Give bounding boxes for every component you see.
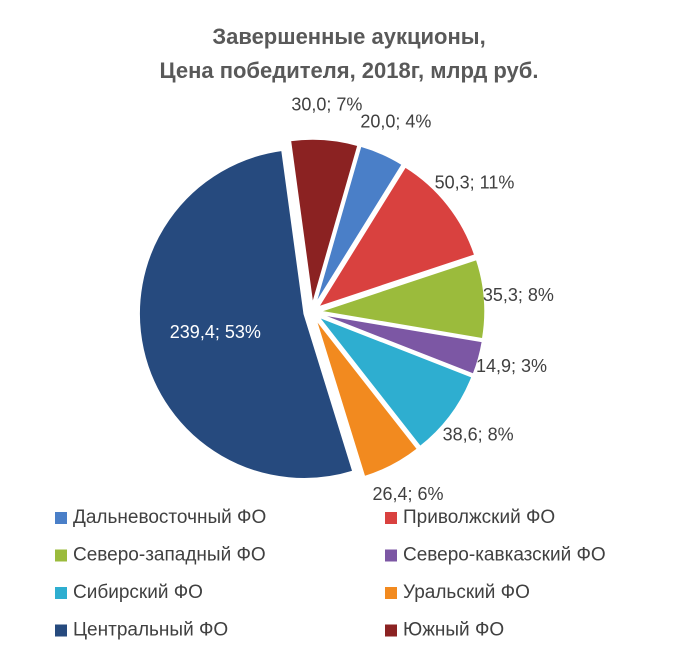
legend-label: Северо-кавказский ФО (403, 545, 606, 566)
legend-swatch (385, 587, 397, 599)
legend-label: Дальневосточный ФО (73, 507, 266, 528)
legend-label: Северо-западный ФО (73, 545, 266, 566)
data-label: 26,4; 6% (373, 484, 444, 504)
legend-label: Приволжский ФО (403, 507, 555, 528)
pie-slice (138, 149, 354, 480)
legend-label: Центральный ФО (73, 620, 228, 641)
pie-slice (314, 145, 404, 306)
legend-swatch (55, 512, 67, 524)
data-label: 14,9; 3% (476, 356, 547, 376)
legend-swatch (385, 624, 397, 637)
legend-swatch (55, 549, 67, 562)
data-label: 38,6; 8% (443, 424, 514, 444)
legend-label: Южный ФО (403, 620, 504, 641)
data-label: 50,3; 11% (435, 173, 515, 193)
legend-swatch (385, 549, 397, 562)
pie-slice (316, 165, 476, 309)
chart-title: Завершенные аукционы, (212, 24, 485, 49)
pie-slice (319, 258, 486, 340)
pie-slice (314, 318, 419, 478)
legend-swatch (385, 512, 397, 524)
legend-swatch (55, 587, 67, 599)
pie-slice (289, 138, 359, 305)
chart-title: Цена победителя, 2018г, млрд руб. (160, 58, 539, 83)
legend-label: Уральский ФО (403, 582, 530, 603)
legend-label: Сибирский ФО (73, 582, 203, 603)
data-label: 239,4; 53% (170, 322, 261, 342)
data-label: 35,3; 8% (483, 285, 554, 305)
data-label: 30,0; 7% (291, 94, 362, 114)
data-label: 20,0; 4% (360, 112, 431, 132)
legend-swatch (55, 624, 67, 637)
pie-slice (319, 313, 484, 376)
pie-slice (316, 315, 474, 448)
